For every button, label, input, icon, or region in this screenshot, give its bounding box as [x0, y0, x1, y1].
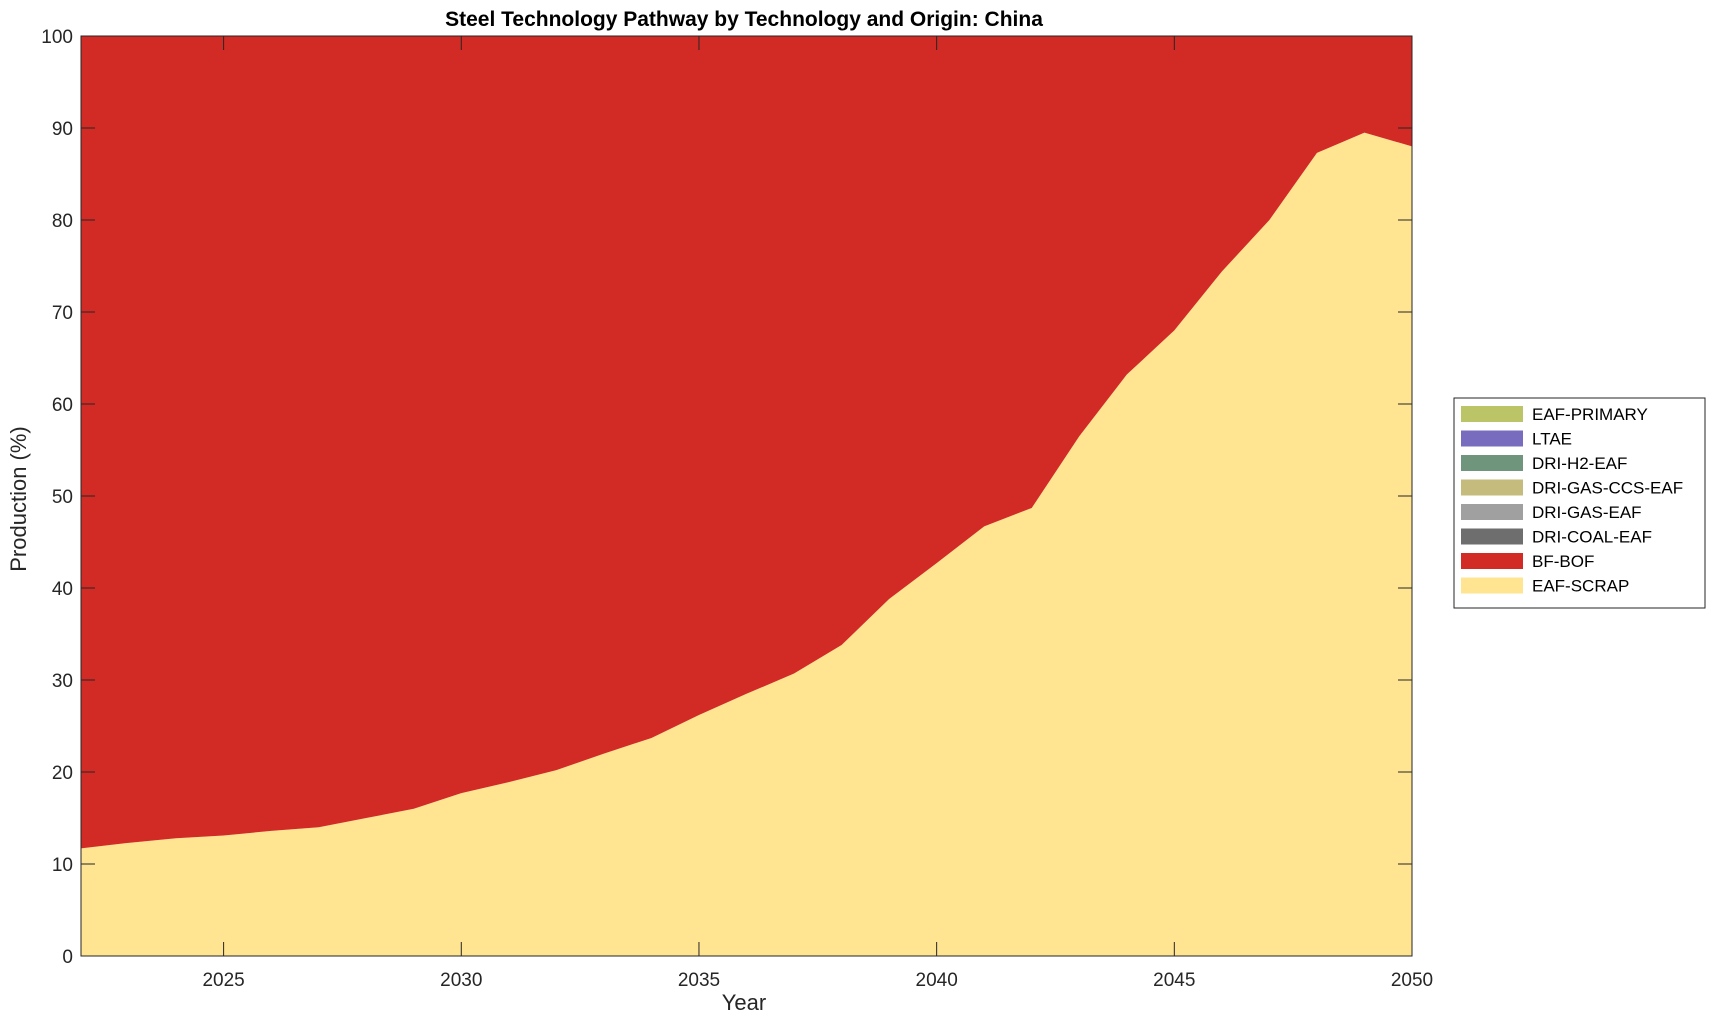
- legend-label-ltae: LTAE: [1532, 430, 1572, 449]
- legend-swatch-eaf-scrap: [1461, 577, 1523, 594]
- area-eaf-scrap: [81, 132, 1412, 957]
- chart-title: Steel Technology Pathway by Technology a…: [445, 8, 1043, 31]
- legend-swatch-dri-coal-eaf: [1461, 528, 1523, 545]
- x-tick-label: 2035: [678, 970, 720, 991]
- legend-swatch-dri-gas-eaf: [1461, 504, 1523, 520]
- y-tick-label: 100: [41, 27, 73, 48]
- x-axis: 2025 2030 2035 2040 2045 2050: [202, 36, 1433, 991]
- legend-label-dri-gas-ccs-eaf: DRI-GAS-CCS-EAF: [1532, 479, 1683, 498]
- area-bf-bof: [81, 36, 1412, 849]
- area-series-group: [81, 36, 1412, 957]
- x-tick-label: 2025: [202, 970, 244, 991]
- y-tick-label: 90: [52, 119, 73, 140]
- x-tick-label: 2040: [916, 970, 958, 991]
- legend-label-dri-gas-eaf: DRI-GAS-EAF: [1532, 503, 1642, 522]
- y-tick-label: 40: [52, 579, 73, 600]
- legend-label-dri-h2-eaf: DRI-H2-EAF: [1532, 454, 1627, 473]
- legend-label-dri-coal-eaf: DRI-COAL-EAF: [1532, 528, 1652, 547]
- y-axis-label: Production (%): [6, 426, 31, 572]
- legend-swatch-dri-h2-eaf: [1461, 455, 1523, 471]
- y-tick-label: 10: [52, 855, 73, 876]
- x-tick-label: 2045: [1153, 970, 1195, 991]
- y-tick-label: 80: [52, 211, 73, 232]
- legend-label-bf-bof: BF-BOF: [1532, 552, 1594, 571]
- legend-swatch-dri-gas-ccs-eaf: [1461, 479, 1523, 496]
- y-tick-label: 0: [62, 947, 73, 968]
- y-tick-label: 20: [52, 763, 73, 784]
- x-tick-label: 2030: [440, 970, 482, 991]
- y-axis: 0 10 20 30 40 50 60 70 80 90 100: [41, 27, 1412, 968]
- x-axis-label: Year: [722, 990, 766, 1015]
- y-tick-label: 30: [52, 671, 73, 692]
- y-tick-label: 60: [52, 395, 73, 416]
- y-tick-label: 70: [52, 303, 73, 324]
- x-tick-label: 2050: [1391, 970, 1433, 991]
- legend-label-eaf-scrap: EAF-SCRAP: [1532, 577, 1629, 596]
- legend-swatch-bf-bof: [1461, 553, 1523, 569]
- legend-label-eaf-primary: EAF-PRIMARY: [1532, 405, 1648, 424]
- legend-swatch-ltae: [1461, 430, 1523, 447]
- legend-swatch-eaf-primary: [1461, 406, 1523, 422]
- legend: EAF-PRIMARY LTAE DRI-H2-EAF DRI-GAS-CCS-EAF…: [1453, 397, 1706, 609]
- y-tick-label: 50: [52, 487, 73, 508]
